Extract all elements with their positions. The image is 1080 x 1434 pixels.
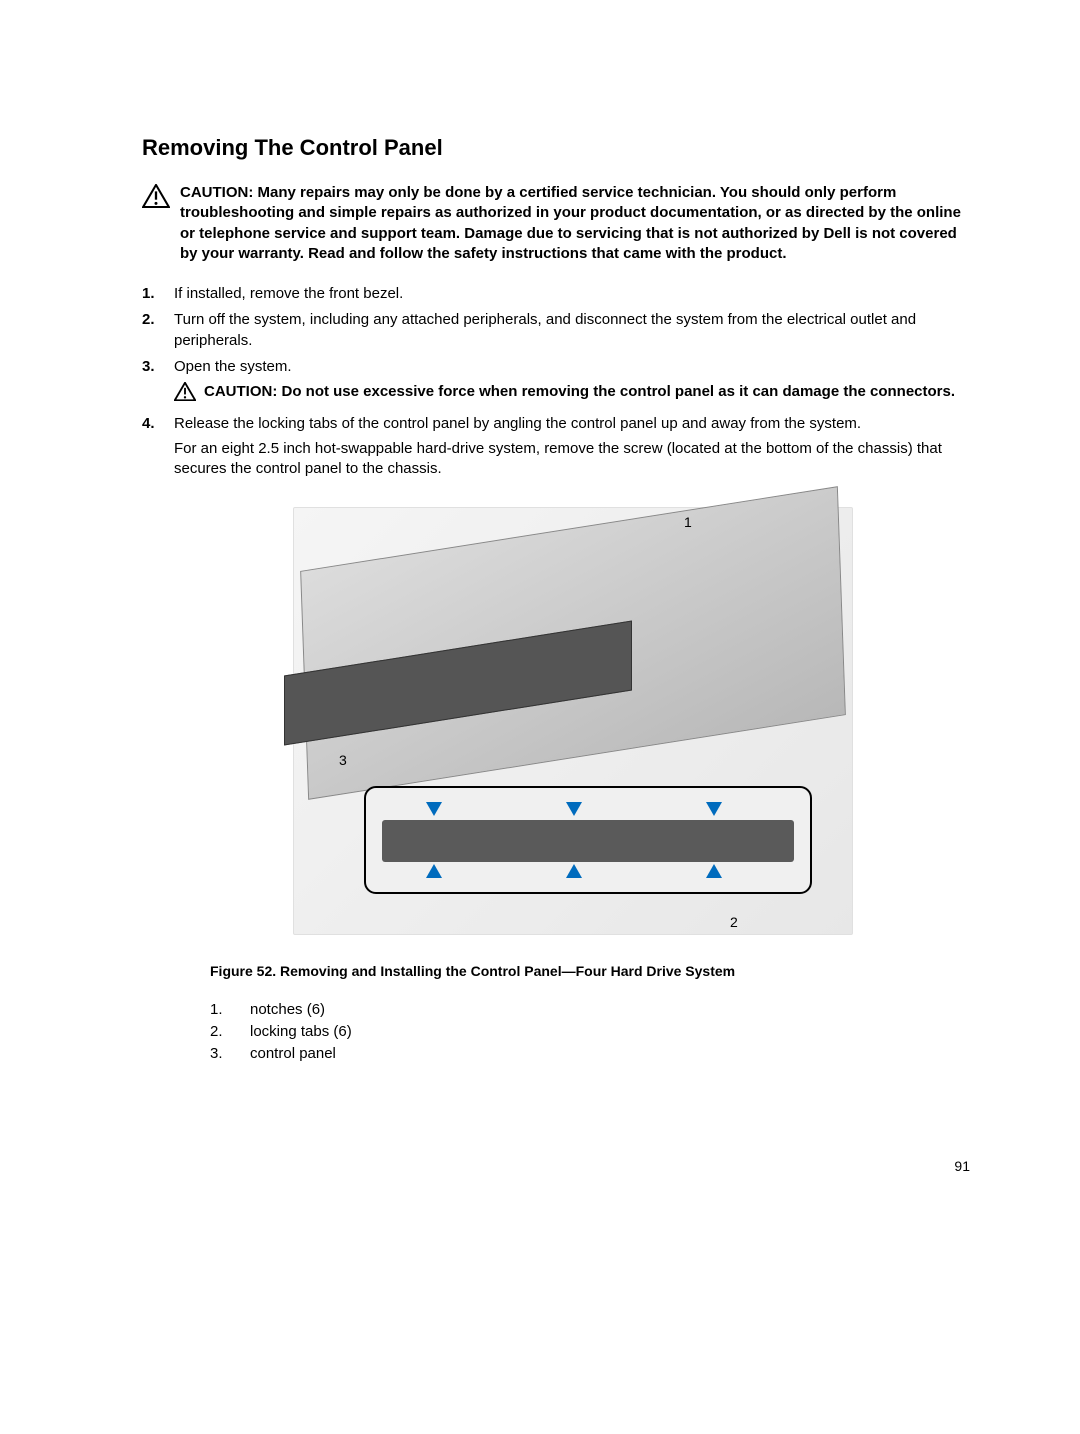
figure-callout-1: 1 bbox=[684, 514, 692, 530]
legend-item: 1. notches (6) bbox=[210, 999, 970, 1021]
caution-icon bbox=[142, 184, 170, 208]
caution-main-text: CAUTION: Many repairs may only be done b… bbox=[180, 183, 970, 264]
step-1: 1. If installed, remove the front bezel. bbox=[142, 284, 970, 304]
step-2: 2. Turn off the system, including any at… bbox=[142, 310, 970, 351]
figure-caption: Figure 52. Removing and Installing the C… bbox=[210, 963, 970, 979]
step-body: Open the system. CAUTION: Do not use exc… bbox=[174, 357, 970, 409]
legend-number: 1. bbox=[210, 999, 230, 1021]
arrow-up-icon bbox=[706, 864, 722, 878]
section-title: Removing The Control Panel bbox=[142, 135, 970, 161]
step-number: 1. bbox=[142, 284, 160, 304]
legend-item: 3. control panel bbox=[210, 1043, 970, 1065]
page: Removing The Control Panel CAUTION: Many… bbox=[0, 0, 1080, 1434]
step-body: Turn off the system, including any attac… bbox=[174, 310, 970, 351]
step-number: 4. bbox=[142, 414, 160, 434]
step-4: 4. Release the locking tabs of the contr… bbox=[142, 414, 970, 479]
figure-callout-3: 3 bbox=[339, 752, 347, 768]
legend-label: locking tabs (6) bbox=[250, 1021, 352, 1043]
arrow-down-icon bbox=[566, 802, 582, 816]
figure-wrap: 1 3 2 Figure 52. Removing and Installing… bbox=[176, 507, 970, 1064]
caution-main-block: CAUTION: Many repairs may only be done b… bbox=[142, 183, 970, 264]
step-4-text: Release the locking tabs of the control … bbox=[174, 414, 970, 434]
step-3-caution-block: CAUTION: Do not use excessive force when… bbox=[174, 382, 970, 402]
step-number: 2. bbox=[142, 310, 160, 330]
legend-label: control panel bbox=[250, 1043, 336, 1065]
caution-icon bbox=[174, 382, 196, 401]
legend-number: 2. bbox=[210, 1021, 230, 1043]
step-3-text: Open the system. bbox=[174, 357, 970, 377]
step-body: Release the locking tabs of the control … bbox=[174, 414, 970, 479]
legend-label: notches (6) bbox=[250, 999, 325, 1021]
figure-callout-2: 2 bbox=[730, 914, 738, 930]
figure-detail-panel bbox=[364, 786, 812, 894]
step-body: If installed, remove the front bezel. bbox=[174, 284, 970, 304]
arrow-down-icon bbox=[706, 802, 722, 816]
step-3: 3. Open the system. CAUTION: Do not use … bbox=[142, 357, 970, 409]
step-4-extra: For an eight 2.5 inch hot-swappable hard… bbox=[174, 439, 970, 480]
step-number: 3. bbox=[142, 357, 160, 377]
figure-detail-strip bbox=[382, 820, 794, 862]
page-number: 91 bbox=[954, 1158, 970, 1174]
figure-illustration: 1 3 2 bbox=[293, 507, 853, 935]
figure-legend: 1. notches (6) 2. locking tabs (6) 3. co… bbox=[210, 999, 970, 1064]
legend-number: 3. bbox=[210, 1043, 230, 1065]
arrow-up-icon bbox=[426, 864, 442, 878]
steps-list: 1. If installed, remove the front bezel.… bbox=[142, 284, 970, 479]
arrow-down-icon bbox=[426, 802, 442, 816]
step-3-caution-text: CAUTION: Do not use excessive force when… bbox=[204, 382, 955, 402]
arrow-up-icon bbox=[566, 864, 582, 878]
legend-item: 2. locking tabs (6) bbox=[210, 1021, 970, 1043]
